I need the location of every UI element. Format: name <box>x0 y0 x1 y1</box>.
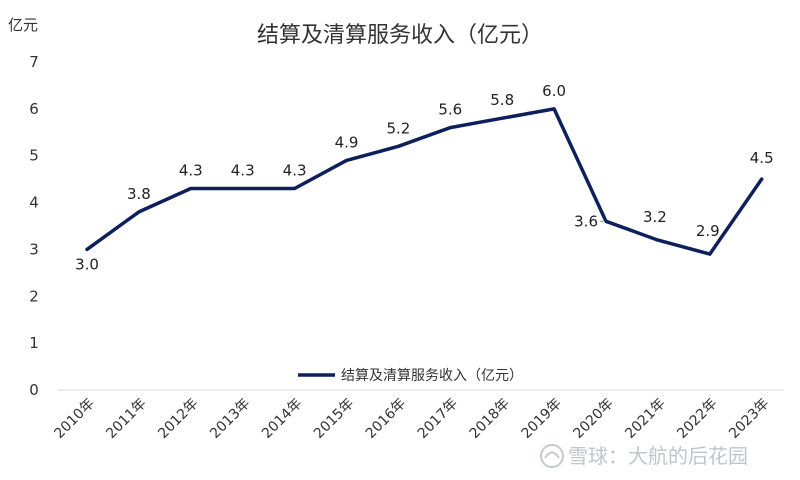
data-point <box>656 238 660 242</box>
x-tick-label: 2018年 <box>467 396 513 442</box>
y-tick-label: 0 <box>29 381 39 399</box>
data-label: 4.5 <box>750 149 774 167</box>
data-point <box>448 126 452 130</box>
y-tick-label: 6 <box>29 100 39 118</box>
watermark-text: 雪球：大航的后花园 <box>568 444 748 468</box>
x-tick-label: 2017年 <box>415 396 461 442</box>
data-label: 6.0 <box>542 82 566 100</box>
data-label: 4.3 <box>179 162 203 180</box>
data-point <box>137 210 141 214</box>
y-tick-label: 1 <box>29 334 39 352</box>
x-tick-label: 2011年 <box>103 396 149 442</box>
x-tick-label: 2020年 <box>570 396 616 442</box>
snowball-logo-icon <box>540 444 564 468</box>
data-point <box>396 144 400 148</box>
data-label: 3.8 <box>127 185 151 203</box>
data-point <box>604 219 608 223</box>
data-point <box>345 158 348 162</box>
x-tick-label: 2023年 <box>726 396 772 442</box>
data-label: 3.6 <box>574 212 598 230</box>
y-tick-label: 5 <box>29 147 39 165</box>
x-tick-label: 2010年 <box>51 396 97 442</box>
data-label: 3.2 <box>643 208 667 226</box>
y-tick-label: 2 <box>29 287 39 305</box>
x-axis-ticks: 2010年 2011年 2012年 2013年 2014年 2015年 2016年 2017年… <box>51 396 772 442</box>
x-tick-label: 2022年 <box>674 396 720 442</box>
y-tick-label: 7 <box>29 53 39 71</box>
data-point <box>241 187 245 191</box>
series-line <box>85 107 764 256</box>
series-group <box>85 107 764 256</box>
watermark: 雪球：大航的后花园 <box>540 444 748 468</box>
data-label: 5.2 <box>386 119 410 137</box>
y-axis-unit-label: 亿元 <box>8 16 38 34</box>
data-point <box>85 247 89 251</box>
data-point <box>293 187 297 191</box>
data-point <box>760 177 764 181</box>
chart-title: 结算及清算服务收入（亿元） <box>257 23 543 48</box>
legend: 结算及清算服务收入（亿元） <box>298 368 523 384</box>
y-axis-ticks: 0 1 2 3 4 5 6 7 <box>29 53 39 399</box>
data-label: 4.9 <box>335 133 359 151</box>
data-point <box>500 116 504 120</box>
x-tick-label: 2021年 <box>622 396 668 442</box>
data-labels: 3.0 3.8 4.3 4.3 4.3 4.9 5.2 5.6 5.8 6.0 3.6 3.2 2.9 4… <box>75 82 774 274</box>
data-point <box>708 252 712 256</box>
data-label: 4.3 <box>231 162 255 180</box>
x-tick-label: 2013年 <box>207 396 253 442</box>
legend-label: 结算及清算服务收入（亿元） <box>341 368 523 384</box>
data-label: 4.3 <box>283 162 307 180</box>
x-tick-label: 2019年 <box>519 396 565 442</box>
data-label: 5.6 <box>438 101 462 119</box>
data-label: 5.8 <box>490 91 514 109</box>
data-label: 2.9 <box>696 222 720 240</box>
data-point <box>552 107 556 111</box>
y-tick-label: 4 <box>29 194 39 212</box>
x-tick-label: 2012年 <box>155 396 201 442</box>
x-tick-label: 2016年 <box>363 396 409 442</box>
data-point <box>189 187 193 191</box>
x-tick-label: 2014年 <box>259 396 305 442</box>
data-label: 3.0 <box>75 255 99 273</box>
x-tick-label: 2015年 <box>311 396 357 442</box>
y-tick-label: 3 <box>29 240 39 258</box>
